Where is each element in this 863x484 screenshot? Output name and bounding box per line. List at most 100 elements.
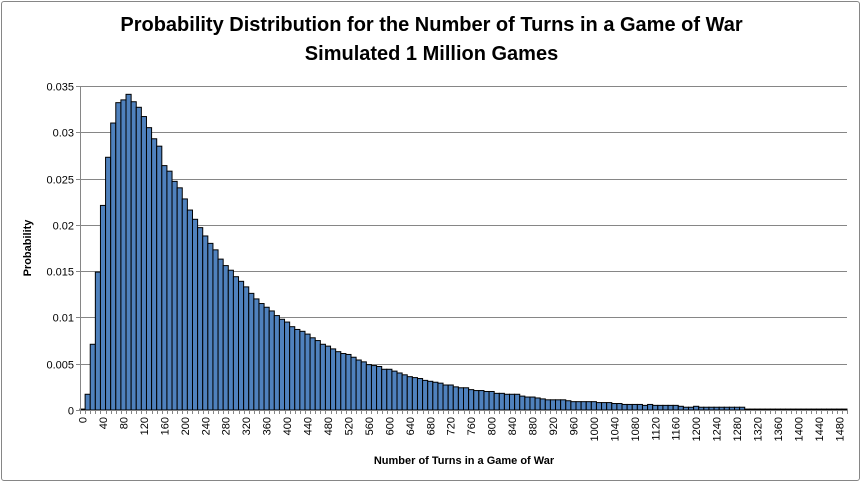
histogram-bar (258, 303, 265, 411)
histogram-bar (166, 170, 173, 411)
x-tick-label: 0 (78, 417, 90, 423)
histogram-bar (734, 406, 741, 411)
chart-title: Probability Distribution for the Number … (120, 14, 743, 36)
histogram-bar (427, 380, 434, 411)
x-tick-label: 1320 (753, 417, 765, 441)
histogram-bar (396, 372, 403, 411)
histogram-bar (273, 315, 280, 411)
histogram-bar (774, 408, 782, 411)
x-tick-label: 760 (466, 417, 478, 435)
histogram-bar (330, 348, 337, 411)
histogram-bar (555, 399, 562, 411)
y-tick-label: 0 (68, 406, 74, 418)
x-tick-label: 440 (303, 417, 315, 435)
histogram-bar (176, 187, 183, 411)
histogram-bar (294, 328, 301, 411)
histogram-bar (463, 387, 470, 411)
x-tick-label: 80 (118, 417, 130, 429)
histogram-bar (636, 403, 643, 411)
x-tick-label: 720 (446, 417, 458, 435)
histogram-bar (831, 408, 838, 411)
histogram-bar (238, 280, 245, 411)
histogram-bar (248, 292, 255, 411)
histogram-bar (713, 406, 720, 411)
x-tick-label: 840 (507, 417, 519, 435)
histogram-bar (718, 406, 725, 411)
histogram-bar (621, 403, 628, 411)
x-tick-label: 1080 (630, 417, 642, 441)
y-tick-label: 0.025 (46, 175, 74, 187)
x-tick-label: 600 (384, 417, 396, 435)
x-tick-label: 1400 (793, 417, 805, 441)
y-tick-label: 0.01 (53, 313, 74, 325)
histogram-bar (606, 402, 613, 411)
histogram-bar (468, 389, 475, 411)
histogram-bar (115, 102, 122, 411)
histogram-bar (202, 235, 209, 411)
x-tick-label: 160 (159, 417, 171, 435)
x-tick-label: 280 (221, 417, 233, 435)
x-tick-label: 40 (98, 417, 110, 429)
histogram-bar (780, 408, 787, 411)
x-tick-label: 400 (282, 417, 294, 435)
x-tick-label: 320 (241, 417, 253, 435)
histogram-bar (416, 378, 424, 411)
histogram-bar (89, 343, 96, 411)
x-tick-label: 880 (528, 417, 540, 435)
histogram-bar (345, 353, 352, 411)
histogram-bar (365, 364, 372, 411)
histogram-bar (299, 330, 306, 411)
histogram-bar (769, 408, 776, 411)
histogram-bar (355, 359, 362, 411)
histogram-bar (749, 408, 756, 411)
histogram-bar (575, 401, 582, 411)
histogram-bar (145, 127, 153, 411)
histogram-bar (130, 101, 137, 411)
histogram-bar (611, 403, 618, 411)
chart-subtitle: Simulated 1 Million Games (304, 43, 559, 65)
histogram-bar (422, 379, 429, 411)
histogram-bar (810, 408, 817, 411)
histogram-bar (391, 370, 398, 411)
x-tick-label: 920 (548, 417, 560, 435)
histogram-bar (401, 374, 408, 411)
histogram-bar (595, 402, 603, 411)
histogram-bar (672, 404, 679, 411)
histogram-bar (186, 209, 193, 411)
histogram-bar (703, 406, 710, 411)
histogram-bar (452, 386, 459, 411)
histogram-bar (539, 398, 546, 411)
histogram-bar (488, 390, 495, 411)
histogram-bar (140, 116, 147, 411)
histogram-bar (442, 384, 449, 411)
histogram-bar (667, 404, 674, 411)
histogram-bar (156, 145, 163, 411)
histogram-bar (836, 408, 843, 411)
histogram-bar (243, 286, 250, 411)
x-tick-label: 1480 (834, 417, 846, 441)
x-axis-title: Number of Turns in a Game of War (374, 455, 555, 467)
histogram-bar (570, 401, 577, 411)
histogram-bar (319, 343, 326, 411)
histogram-bar (493, 392, 500, 411)
histogram-bar (191, 218, 199, 411)
histogram-bar (217, 258, 224, 411)
y-tick-label: 0.02 (53, 221, 74, 233)
histogram-bar (687, 406, 695, 411)
histogram-bar (800, 408, 807, 411)
histogram-bar (544, 399, 551, 411)
histogram-bar (457, 387, 464, 411)
histogram-bar (406, 376, 413, 411)
histogram-bar (815, 408, 822, 411)
histogram-bar (99, 204, 107, 411)
histogram-bar (340, 353, 347, 411)
x-tick-label: 1160 (671, 417, 683, 441)
x-tick-label: 520 (343, 417, 355, 435)
histogram-bar (268, 310, 275, 411)
histogram-bar (590, 401, 597, 411)
histogram-bar (161, 165, 168, 411)
histogram-bar (207, 242, 214, 411)
histogram-bar (647, 403, 654, 411)
